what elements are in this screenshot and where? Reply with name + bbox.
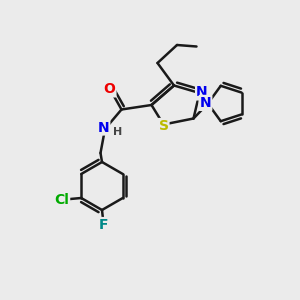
Text: H: H bbox=[113, 127, 122, 137]
Text: O: O bbox=[103, 82, 116, 96]
Text: N: N bbox=[98, 121, 109, 134]
Text: Cl: Cl bbox=[54, 193, 69, 206]
Text: N: N bbox=[196, 85, 208, 99]
Text: S: S bbox=[158, 119, 169, 133]
Text: F: F bbox=[99, 218, 108, 232]
Text: N: N bbox=[200, 96, 211, 110]
